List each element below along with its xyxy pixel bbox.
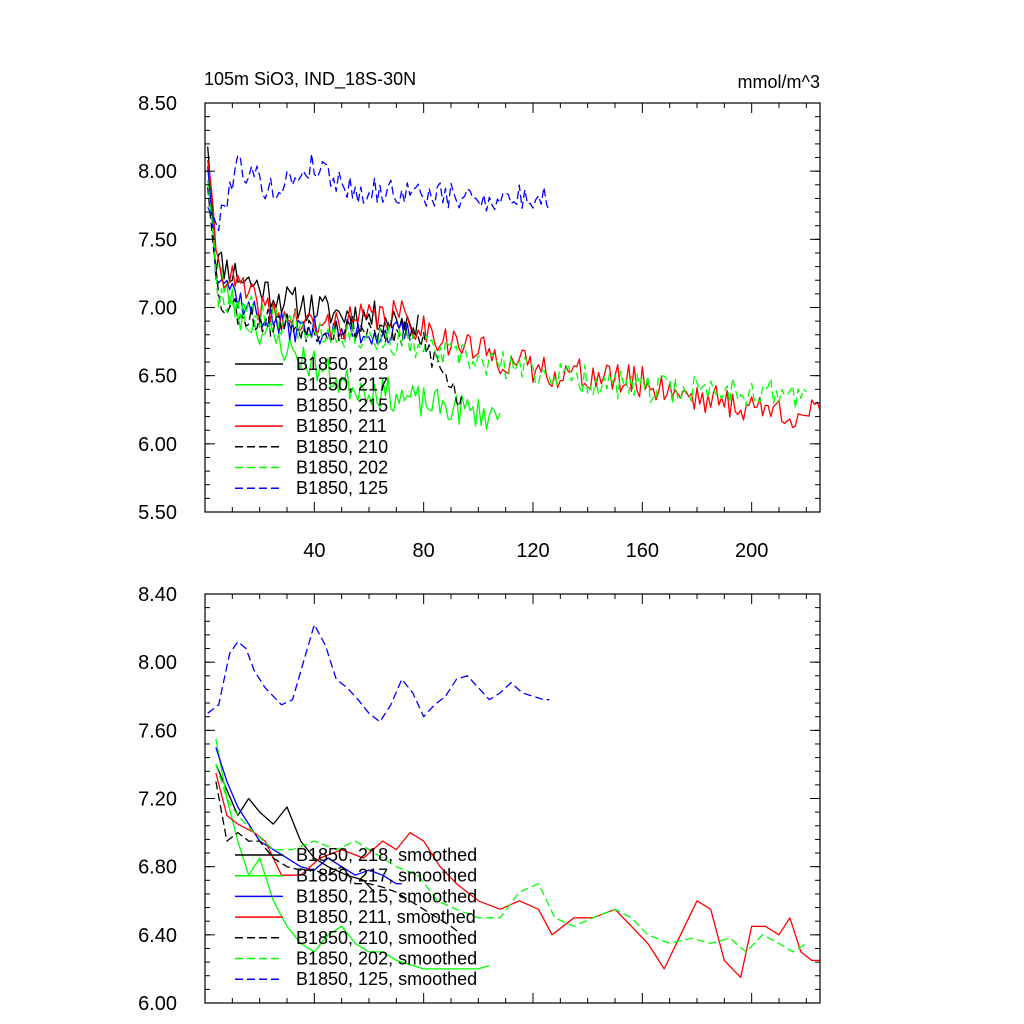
top-y-tick-labels: 8.50 8.00 7.50 7.00 6.50 6.00 5.50 bbox=[138, 93, 177, 524]
top-legend-label: B1850, 202 bbox=[296, 458, 388, 478]
top-xtick-label: 200 bbox=[735, 540, 768, 562]
bottom-legend-label: B1850, 210, smoothed bbox=[296, 928, 477, 948]
bottom-legend-label: B1850, 202, smoothed bbox=[296, 949, 477, 969]
top-x-tick-labels: 40 80 120 160 200 bbox=[303, 540, 768, 562]
bottom-series-line bbox=[215, 764, 807, 953]
top-legend-label: B1850, 217 bbox=[296, 375, 388, 395]
top-legend-label: B1850, 218 bbox=[296, 354, 388, 374]
bottom-series-line bbox=[215, 781, 463, 936]
top-legend-label: B1850, 215 bbox=[296, 395, 388, 415]
top-series-line bbox=[207, 159, 820, 429]
top-series-line bbox=[207, 159, 501, 430]
top-ytick-label: 6.50 bbox=[138, 366, 177, 388]
top-ytick-label: 7.50 bbox=[138, 229, 177, 251]
top-ytick-label: 8.50 bbox=[138, 93, 177, 115]
bottom-y-tick-labels: 8.40 8.00 7.60 7.20 6.80 6.40 6.00 bbox=[138, 584, 177, 1015]
top-xtick-label: 120 bbox=[516, 540, 549, 562]
bottom-ytick-label: 8.00 bbox=[138, 652, 177, 674]
top-series-line bbox=[207, 146, 419, 336]
bottom-legend-label: B1850, 211, smoothed bbox=[296, 907, 476, 927]
bottom-series-line bbox=[215, 764, 375, 893]
bottom-legend-label: B1850, 218, smoothed bbox=[296, 845, 477, 865]
bottom-ticks bbox=[205, 593, 820, 1004]
top-ytick-label: 5.50 bbox=[138, 502, 177, 524]
top-series-line bbox=[207, 166, 411, 345]
top-ticks bbox=[205, 102, 820, 513]
top-xtick-label: 160 bbox=[626, 540, 659, 562]
top-series-line bbox=[207, 186, 463, 408]
top-legend-label: B1850, 125 bbox=[296, 478, 388, 498]
bottom-legend-label: B1850, 217, smoothed bbox=[296, 866, 477, 886]
bottom-legend-label: B1850, 125, smoothed bbox=[296, 969, 477, 989]
bottom-series-layer bbox=[207, 624, 820, 979]
bottom-ytick-label: 6.80 bbox=[138, 857, 177, 879]
bottom-ytick-label: 8.40 bbox=[138, 584, 177, 606]
top-series-line bbox=[207, 153, 550, 232]
top-ytick-label: 8.00 bbox=[138, 161, 177, 183]
top-chart-units: mmol/m^3 bbox=[738, 72, 820, 92]
top-xtick-label: 40 bbox=[303, 540, 325, 562]
top-series-layer bbox=[207, 146, 820, 430]
bottom-ytick-label: 7.60 bbox=[138, 720, 177, 742]
bottom-ytick-label: 7.20 bbox=[138, 789, 177, 811]
top-ytick-label: 6.00 bbox=[138, 434, 177, 456]
top-xtick-label: 80 bbox=[413, 540, 435, 562]
bottom-series-line bbox=[207, 624, 550, 723]
top-series-line bbox=[207, 180, 807, 409]
top-panel: 105m SiO3, IND_18S-30N mmol/m^3 B1850, 2… bbox=[138, 69, 821, 562]
bottom-ytick-label: 6.40 bbox=[138, 925, 177, 947]
top-chart-title: 105m SiO3, IND_18S-30N bbox=[204, 69, 416, 90]
top-legend-label: B1850, 210 bbox=[296, 437, 388, 457]
top-legend-label: B1850, 211 bbox=[296, 416, 387, 436]
bottom-ytick-label: 6.00 bbox=[138, 993, 177, 1015]
bottom-legend-label: B1850, 215, smoothed bbox=[296, 886, 477, 906]
top-ytick-label: 7.00 bbox=[138, 298, 177, 320]
